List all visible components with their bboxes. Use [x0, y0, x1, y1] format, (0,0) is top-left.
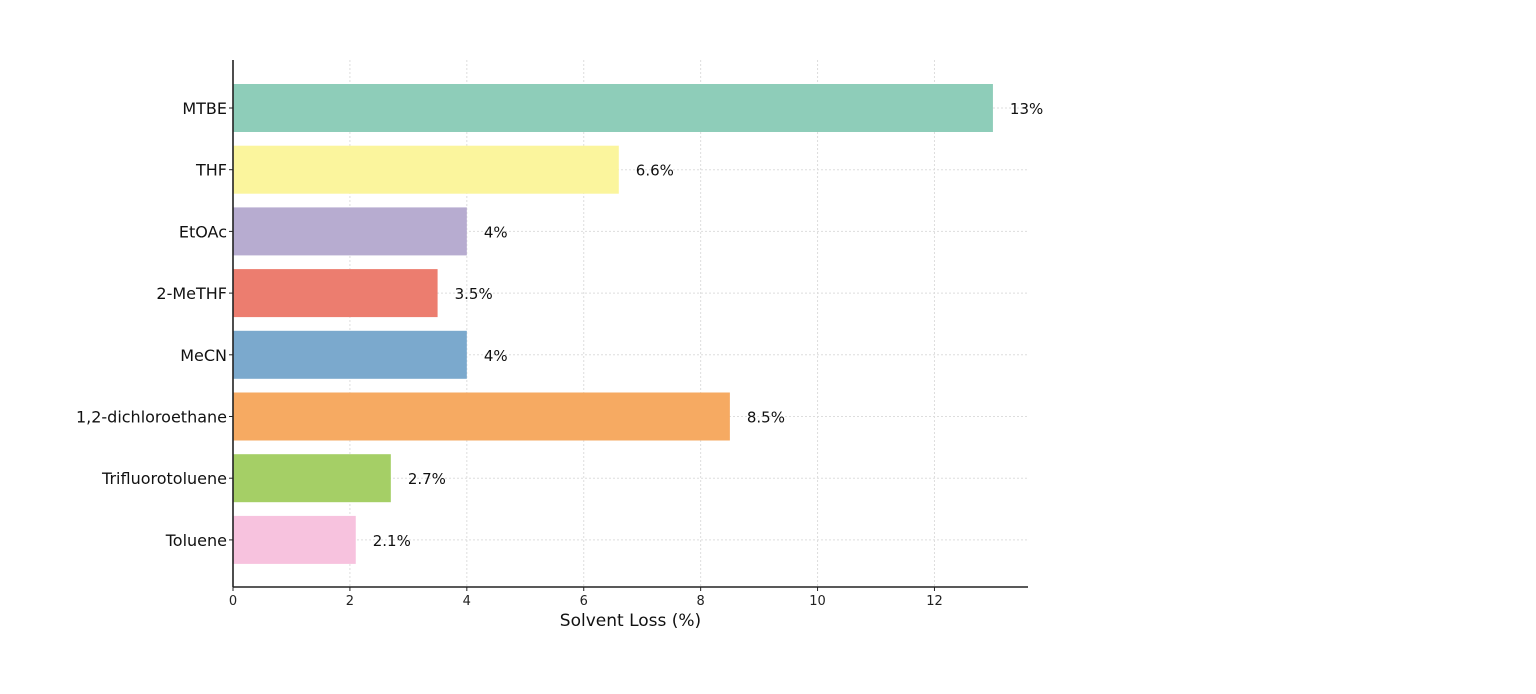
x-tick-label: 12 [926, 594, 943, 609]
category-label: 1,2-dichloroethane [76, 408, 227, 427]
bars [233, 84, 993, 564]
category-label: Trifluorotoluene [101, 469, 227, 488]
data-label: 6.6% [636, 162, 674, 180]
category-label: EtOAc [179, 222, 227, 241]
x-tick-label: 8 [697, 594, 705, 609]
x-axis-title: Solvent Loss (%) [560, 611, 701, 631]
category-label: Toluene [165, 531, 227, 550]
category-label: 2-MeTHF [156, 284, 227, 303]
data-label: 3.5% [455, 285, 493, 303]
x-tick-label: 10 [809, 594, 826, 609]
bar [233, 454, 391, 503]
data-label: 13% [1010, 100, 1043, 118]
data-label: 2.7% [408, 470, 446, 488]
x-tick-label: 0 [229, 594, 237, 609]
bar [233, 207, 467, 256]
data-label: 4% [484, 347, 508, 365]
bar [233, 515, 356, 564]
bar [233, 392, 730, 441]
category-label: THF [195, 161, 227, 180]
data-label: 4% [484, 223, 508, 241]
data-label: 2.1% [373, 532, 411, 550]
category-label: MeCN [180, 346, 227, 365]
category-label: MTBE [182, 99, 227, 118]
x-tick-label: 6 [580, 594, 588, 609]
bar [233, 145, 619, 194]
x-tick-label: 2 [346, 594, 354, 609]
bar [233, 84, 993, 132]
grid-lines [232, 60, 1028, 587]
axes [232, 60, 1028, 588]
x-tick-label: 4 [463, 594, 471, 609]
data-label: 8.5% [747, 409, 785, 427]
bar [233, 330, 467, 379]
labels: 0 2 4 6 8 10 12 MTBE 13% THF 6.6% EtOAc 4% 2-MeTHF 3.5… [76, 99, 1043, 609]
bar [233, 269, 438, 318]
